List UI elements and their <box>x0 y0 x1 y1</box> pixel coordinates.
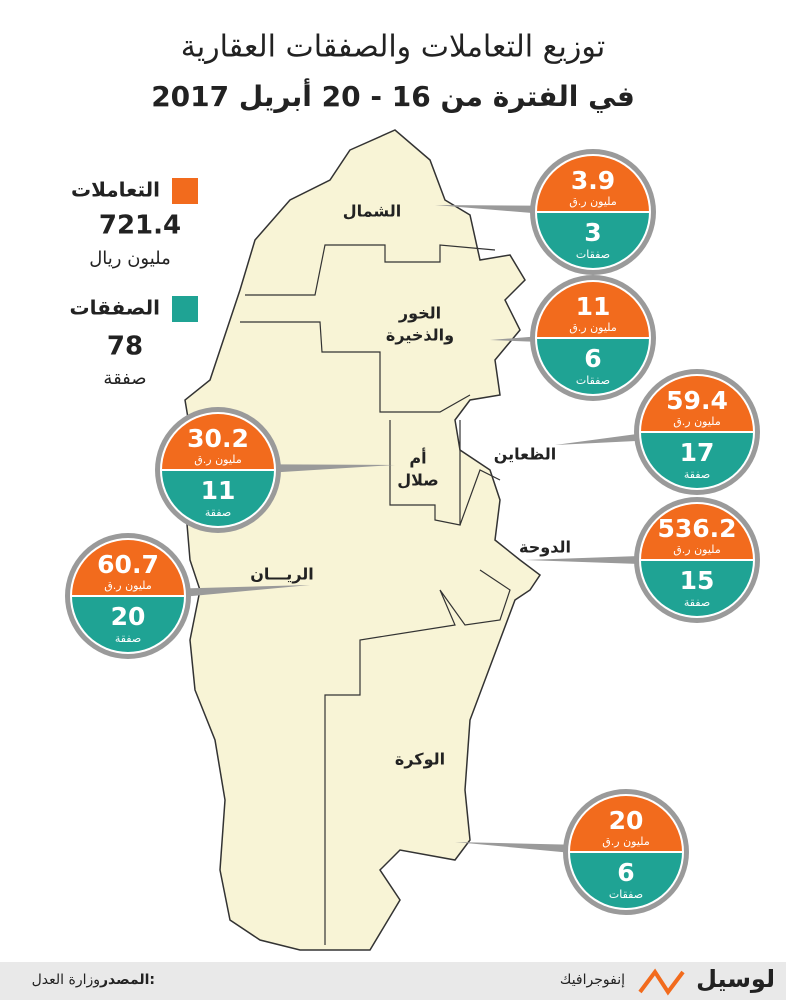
amount-unit: مليون ر.ق <box>569 321 617 334</box>
badge-bottom <box>641 560 753 616</box>
source: وزارة العدل <box>32 972 100 988</box>
amount: 536.2 <box>657 514 736 543</box>
region-name: والذخيرة <box>386 326 454 345</box>
region-name: الريـــان <box>250 565 314 584</box>
legend-label: التعاملات <box>71 178 160 202</box>
legend-unit: مليون ريال <box>89 248 171 269</box>
badge-top <box>537 156 649 212</box>
amount-unit: مليون ر.ق <box>673 415 721 428</box>
badge-top <box>537 282 649 338</box>
amount: 60.7 <box>97 550 159 579</box>
amount: 59.4 <box>666 386 728 415</box>
legend-value: 78 <box>107 332 143 362</box>
region-name: الوكرة <box>395 750 445 769</box>
badge-top <box>162 414 274 470</box>
badge-bottom <box>72 596 184 652</box>
deals-unit: صفقات <box>576 248 610 261</box>
amount: 11 <box>576 292 611 321</box>
border <box>240 321 471 413</box>
badge-bottom <box>537 212 649 268</box>
badge-bottom <box>537 338 649 394</box>
border <box>459 469 501 526</box>
legend-unit: صفقة <box>103 368 146 389</box>
badge-top <box>72 540 184 596</box>
footer-bar <box>0 962 786 1000</box>
deals: 20 <box>111 602 146 631</box>
amount-unit: مليون ر.ق <box>194 453 242 466</box>
badge-bottom <box>570 852 682 908</box>
deals-unit: صفقة <box>115 632 141 645</box>
amount: 20 <box>609 806 644 835</box>
region-name: صلال <box>397 471 439 490</box>
region-name: الدوحة <box>519 538 571 557</box>
brand-logo <box>638 968 685 996</box>
region-name: الظعاين <box>494 445 557 464</box>
badge-bottom <box>162 470 274 526</box>
border <box>245 244 496 296</box>
region-name: الخور <box>398 304 441 323</box>
deals-unit: صفقة <box>205 506 231 519</box>
region-name: أم <box>409 448 426 468</box>
deals: 3 <box>584 218 601 247</box>
deals-unit: صفقة <box>684 596 710 609</box>
amount: 30.2 <box>187 424 249 453</box>
brand: لوسيل <box>696 965 775 993</box>
region-name: الشمال <box>343 202 401 221</box>
deals-unit: صفقات <box>609 888 643 901</box>
deals-unit: صفقات <box>576 374 610 387</box>
deals-unit: صفقة <box>684 468 710 481</box>
deals: 17 <box>680 438 715 467</box>
deals: 11 <box>201 476 236 505</box>
deals: 15 <box>680 566 715 595</box>
amount-unit: مليون ر.ق <box>673 543 721 556</box>
border <box>389 420 461 526</box>
amount: 3.9 <box>571 166 615 195</box>
legend-value: 721.4 <box>99 211 181 241</box>
legend-swatch-orange <box>172 178 198 204</box>
deals: 6 <box>617 858 634 887</box>
region-borders <box>240 244 511 945</box>
title: توزيع التعاملات والصفقات العقارية <box>181 30 606 65</box>
deals: 6 <box>584 344 601 373</box>
border <box>324 569 511 945</box>
badge-bottom <box>641 432 753 488</box>
amount-unit: مليون ر.ق <box>602 835 650 848</box>
legend-label: الصفقات <box>70 296 160 320</box>
section: إنفوجرافيك <box>560 972 625 988</box>
amount-unit: مليون ر.ق <box>569 195 617 208</box>
badge-top <box>641 376 753 432</box>
subtitle: في الفترة من 16 - 20 أبريل 2017 <box>151 78 635 113</box>
legend-swatch-teal <box>172 296 198 322</box>
badge-top <box>570 796 682 852</box>
source-label: المصدر: <box>99 972 155 988</box>
badge-top <box>641 504 753 560</box>
amount-unit: مليون ر.ق <box>104 579 152 592</box>
